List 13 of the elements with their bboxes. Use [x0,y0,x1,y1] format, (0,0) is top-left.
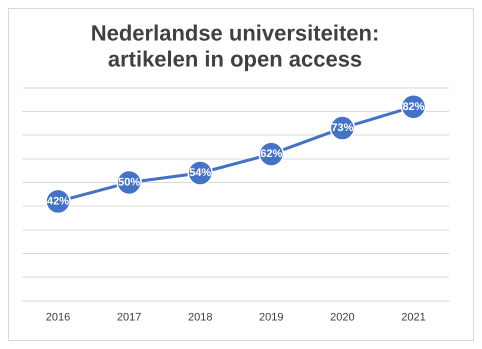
x-tick-label: 2020 [330,311,355,324]
data-label: 50% [118,176,140,188]
data-label: 42% [47,195,70,208]
data-label: 54% [189,167,212,180]
data-label: 73% [331,122,354,134]
x-tick-label: 2021 [401,311,426,324]
chart-title: Nederlandse universiteiten: artikelen in open access [90,20,380,72]
data-label: 82% [402,100,425,113]
x-tick-label: 2019 [259,311,284,324]
x-tick-label: 2016 [46,311,70,324]
x-tick-label: 2017 [116,311,142,324]
x-tick-label: 2018 [188,311,212,324]
data-label: 62% [260,148,283,160]
